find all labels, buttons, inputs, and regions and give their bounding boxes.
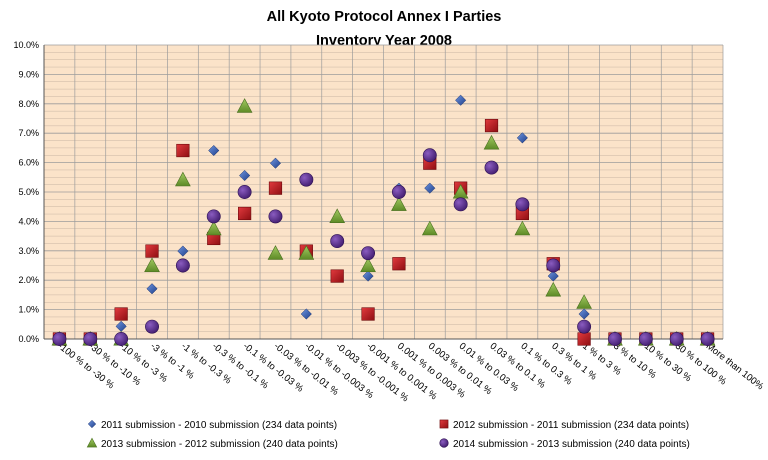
data-point-square [176,143,190,158]
legend-item: 2014 submission - 2013 submission (240 d… [439,438,690,450]
data-point-square [484,118,499,133]
legend-marker-circle [439,438,449,448]
data-point-square [330,269,344,283]
data-point-circle [453,197,468,212]
data-point-triangle [421,220,438,236]
data-point-circle [361,246,376,261]
data-point-circle [52,332,67,346]
legend-label: 2011 submission - 2010 submission (234 d… [101,420,337,431]
data-point-circle [515,197,530,212]
y-tick-label: 0.0% [18,334,39,344]
data-point-diamond [300,308,312,320]
y-tick-label: 4.0% [18,216,39,226]
data-point-triangle [545,281,562,297]
data-point-square [577,332,591,346]
legend-item: 2013 submission - 2012 submission (240 d… [86,437,338,450]
data-point-circle [638,332,653,346]
data-point-square [145,244,159,258]
legend-label: 2013 submission - 2012 submission (240 d… [101,439,338,450]
data-point-diamond [208,144,220,157]
data-point-circle [422,148,437,163]
y-axis-ticks: 0.0% 1.0% 2.0% 3.0% 4.0% 5.0% 6.0% 7.0% 8.0% 9.0%… [13,40,39,344]
data-point-circle [114,332,129,346]
data-markers [51,94,716,346]
data-point-circle [175,258,190,273]
data-point-circle [206,209,221,224]
data-point-circle [237,185,252,199]
data-point-circle [484,160,499,175]
data-point-circle [83,332,98,346]
series-circle [52,148,715,346]
legend: 2011 submission - 2010 submission (234 d… [86,419,690,450]
data-point-circle [700,332,715,346]
data-point-square [361,307,375,321]
data-point-triangle [483,134,500,150]
data-point-triangle [329,208,346,223]
y-tick-label: 2.0% [18,275,39,285]
data-point-square [268,181,283,195]
data-point-circle [299,172,314,187]
legend-item: 2011 submission - 2010 submission (234 d… [87,419,337,431]
y-tick-label: 8.0% [18,99,39,109]
y-tick-label: 10.0% [13,40,39,50]
data-point-circle [669,332,684,346]
data-point-diamond [516,132,528,144]
legend-marker-triangle [86,437,98,448]
data-point-circle [145,319,159,334]
data-point-circle [608,332,622,346]
data-point-triangle [514,220,531,236]
data-point-triangle [267,245,284,260]
data-point-diamond [455,94,467,106]
data-point-diamond [547,270,559,282]
y-tick-label: 5.0% [18,187,39,197]
data-point-circle [577,319,592,334]
y-tick-label: 3.0% [18,246,39,256]
legend-marker-square [439,419,449,429]
legend-marker-diamond [87,419,97,429]
data-point-triangle [576,294,592,309]
data-point-triangle [391,196,407,211]
data-point-diamond [239,169,251,182]
data-point-diamond [269,157,282,169]
data-point-diamond [578,308,590,320]
data-point-square [114,307,128,321]
gridlines [43,44,724,340]
data-point-triangle [175,171,191,187]
data-point-triangle [298,245,315,260]
data-point-circle [268,209,283,224]
data-point-triangle [205,220,222,236]
y-tick-label: 7.0% [18,128,39,138]
legend-label: 2014 submission - 2013 submission (240 d… [453,439,690,450]
data-point-circle [546,258,561,273]
data-point-diamond [146,283,158,295]
data-point-diamond [362,270,374,282]
data-point-triangle [236,98,253,113]
data-point-square [238,206,252,221]
y-tick-label: 6.0% [18,158,39,168]
data-point-circle [391,185,406,199]
x-axis-ticks: -100 % to -30 %-30 % to -10 %-10 % to -3… [56,341,766,405]
y-tick-label: 1.0% [18,305,39,315]
legend-label: 2012 submission - 2011 submission (234 d… [453,420,689,431]
chart-title: All Kyoto Protocol Annex I Parties [267,9,502,25]
data-point-triangle [144,257,160,273]
data-point-triangle [360,257,376,273]
data-point-diamond [424,182,436,194]
data-point-square [392,257,406,271]
data-point-diamond [177,245,189,257]
y-tick-label: 9.0% [18,69,39,79]
legend-item: 2012 submission - 2011 submission (234 d… [439,419,689,431]
data-point-circle [330,234,345,249]
